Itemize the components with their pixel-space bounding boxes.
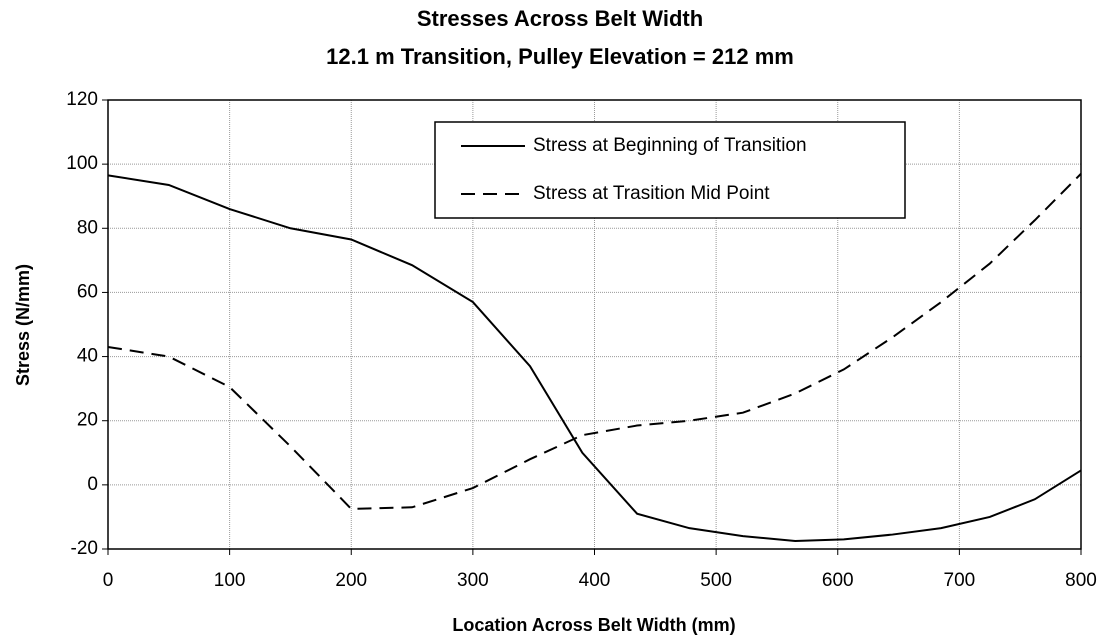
x-tick-label: 200 — [335, 570, 367, 591]
y-tick-label: 20 — [77, 410, 98, 431]
y-tick-label: -20 — [71, 538, 98, 559]
series-line — [107, 174, 1082, 542]
x-tick-label: 500 — [700, 570, 732, 591]
legend-label: Stress at Beginning of Transition — [533, 135, 807, 156]
x-tick-label: 800 — [1065, 570, 1097, 591]
plot-frame — [107, 99, 1082, 550]
y-tick-label: 0 — [87, 474, 98, 495]
x-axis-label: Location Across Belt Width (mm) — [452, 615, 735, 635]
series-line — [107, 173, 1082, 510]
y-tick-label: 40 — [77, 346, 98, 367]
y-tick-label: 60 — [77, 281, 98, 302]
y-tick-label: 80 — [77, 217, 98, 238]
chart-subtitle: 12.1 m Transition, Pulley Elevation = 21… — [326, 44, 794, 69]
x-tick-label: 400 — [579, 570, 611, 591]
x-tick-label: 100 — [214, 570, 246, 591]
legend-label: Stress at Trasition Mid Point — [533, 183, 770, 204]
x-tick-label: 600 — [822, 570, 854, 591]
x-tick-label: 300 — [457, 570, 489, 591]
y-tick-label: 100 — [66, 153, 98, 174]
x-tick-label: 700 — [944, 570, 976, 591]
chart-title: Stresses Across Belt Width — [417, 6, 703, 31]
legend-box — [434, 121, 906, 219]
x-tick-label: 0 — [103, 570, 114, 591]
y-tick-label: 120 — [66, 89, 98, 110]
y-axis-label: Stress (N/mm) — [13, 264, 33, 386]
